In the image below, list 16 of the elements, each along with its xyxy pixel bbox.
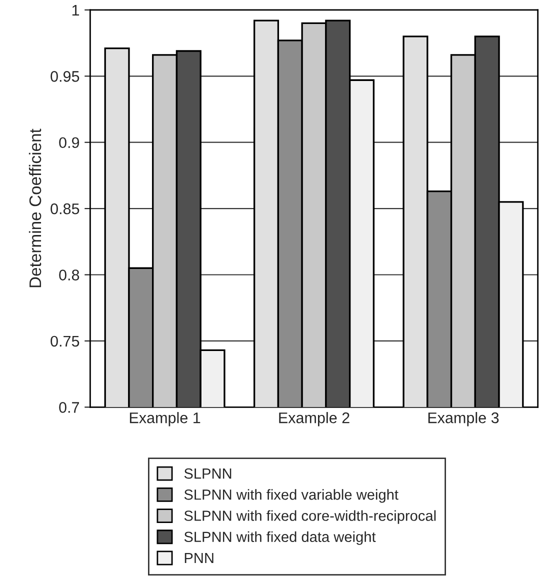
y-tick-label: 1 xyxy=(72,4,80,16)
x-tick-label: Example 1 xyxy=(130,412,200,426)
x-tick-label: Example 3 xyxy=(428,412,499,426)
legend-label: SLPNN with fixed data weight xyxy=(184,531,376,545)
y-tick-label: 0.7 xyxy=(59,402,79,413)
y-tick-label: 0.85 xyxy=(50,203,80,214)
legend-label: SLPNN with fixed variable weight xyxy=(184,489,398,503)
legend-label: SLPNN with fixed core-width-reciprocal xyxy=(184,510,436,524)
legend-label: PNN xyxy=(184,552,214,564)
y-tick-label: 0.75 xyxy=(50,336,80,347)
y-tick-label: 0.95 xyxy=(50,71,80,82)
legend-label: SLPNN xyxy=(184,468,232,479)
y-axis-title: Determine Coefficient xyxy=(28,128,42,288)
y-tick-label: 0.9 xyxy=(59,137,80,148)
y-tick-label: 0.8 xyxy=(59,270,80,280)
x-tick-label: Example 2 xyxy=(279,412,350,426)
